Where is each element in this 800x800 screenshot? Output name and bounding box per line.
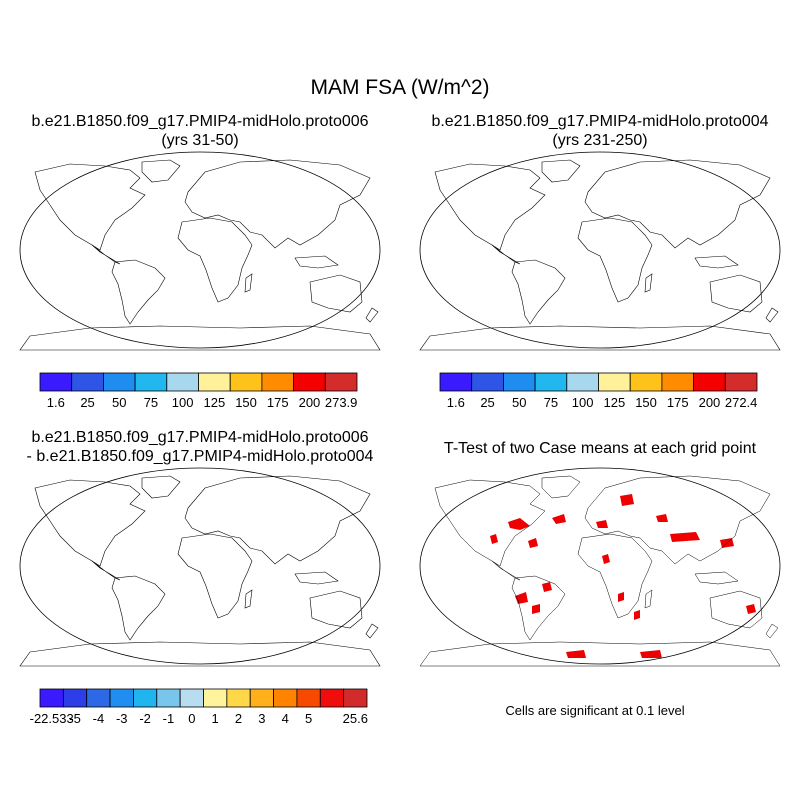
map-panel-ttest: [419, 467, 781, 667]
colorbar-diff-label: -2: [139, 711, 151, 726]
colorbar-case1-label: 125: [203, 395, 226, 410]
colorbar-case2-label: 1.6: [446, 395, 465, 410]
colorbar-case1: [39, 372, 358, 392]
colorbar-case1-swatch: [229, 372, 263, 392]
colorbar-diff-label: -22.533: [29, 711, 74, 726]
colorbar-case2-swatch: [693, 372, 726, 392]
map-panel-diff: [19, 466, 381, 672]
colorbar-diff-swatch: [62, 688, 88, 708]
panel-title-ttest-line1: T-Test of two Case means at each grid po…: [443, 440, 757, 457]
colorbar-diff-label: 5: [304, 711, 313, 726]
colorbar-case2-label: 100: [571, 395, 594, 410]
figure-title: MAM FSA (W/m^2): [310, 76, 490, 99]
colorbar-case2-label: 75: [543, 395, 559, 410]
colorbar-diff-swatch: [203, 688, 228, 708]
colorbar-case2-swatch: [439, 372, 473, 392]
colorbar-case2-swatch: [502, 372, 536, 392]
panel-title-diff-line1: b.e21.B1850.f09_g17.PMIP4-midHolo.proto0…: [31, 429, 369, 446]
colorbar-case2-label: 175: [666, 395, 689, 410]
colorbar-diff-swatch: [226, 688, 251, 708]
colorbar-case2: [439, 372, 758, 392]
colorbar-case2-label: 200: [698, 395, 721, 410]
colorbar-case1-swatch: [261, 372, 294, 392]
colorbar-diff-swatch: [249, 688, 274, 708]
colorbar-case2-label: 125: [603, 395, 626, 410]
colorbar-case1-swatch: [39, 372, 73, 392]
colorbar-case1-swatch: [134, 372, 168, 392]
colorbar-case2-swatch: [566, 372, 599, 392]
colorbar-case2-swatch: [534, 372, 568, 392]
colorbar-case1-label: 1.6: [46, 395, 65, 410]
colorbar-case2-label: 50: [512, 395, 527, 410]
colorbar-diff-swatch: [273, 688, 298, 708]
panel-title-ttest: T-Test of two Case means at each grid po…: [405, 439, 795, 458]
panel-title-case1-line2: (yrs 31-50): [161, 132, 239, 149]
colorbar-diff-label: 1: [211, 711, 219, 726]
colorbar-diff-swatch: [343, 688, 368, 708]
colorbar-diff-label: -1: [162, 711, 175, 726]
colorbar-case2-swatch: [724, 372, 758, 392]
colorbar-case2-label: 150: [635, 395, 657, 410]
map-panel-case2: [419, 150, 781, 356]
colorbar-diff-label: 25.6: [342, 711, 368, 726]
colorbar-diff-swatch: [133, 688, 158, 708]
colorbar-case1-label: 273.9: [324, 395, 358, 410]
panel-title-case2-line1: b.e21.B1850.f09_g17.PMIP4-midHolo.proto0…: [431, 113, 769, 130]
colorbar-case1-label: 50: [112, 395, 127, 410]
panel-title-case1-line1: b.e21.B1850.f09_g17.PMIP4-midHolo.proto0…: [31, 113, 369, 130]
panel-title-case2: b.e21.B1850.f09_g17.PMIP4-midHolo.proto0…: [405, 112, 795, 150]
panel-title-case1: b.e21.B1850.f09_g17.PMIP4-midHolo.proto0…: [5, 112, 395, 150]
colorbar-diff-label: -5: [69, 711, 81, 726]
colorbar-case1-swatch: [71, 372, 104, 392]
colorbar-diff-swatch: [39, 688, 64, 708]
colorbar-case2-swatch: [598, 372, 631, 392]
colorbar-case1-label: 75: [143, 395, 159, 410]
colorbar-diff-label: 0: [188, 711, 196, 726]
colorbar-case1-label: 175: [266, 395, 289, 410]
colorbar-case1-label: 200: [298, 395, 321, 410]
colorbar-case1-swatch: [293, 372, 326, 392]
colorbar-diff-swatch: [179, 688, 204, 708]
colorbar-diff-label: -4: [92, 711, 105, 726]
colorbar-case1-label: 25: [80, 395, 95, 410]
colorbar-diff-swatch: [109, 688, 134, 708]
colorbar-case2-label: 272.4: [724, 395, 758, 410]
colorbar-case2-swatch: [629, 372, 663, 392]
colorbar-case2-swatch: [471, 372, 504, 392]
map-panel-case1: [19, 150, 381, 356]
colorbar-diff-swatch: [86, 688, 111, 708]
colorbar-diff-label: 3: [258, 711, 266, 726]
colorbar-case1-swatch: [103, 372, 136, 392]
colorbar-diff-swatch: [156, 688, 181, 708]
colorbar-case1-swatch: [198, 372, 231, 392]
colorbar-case1-swatch: [324, 372, 358, 392]
colorbar-diff-swatch: [296, 688, 321, 708]
colorbar-case1-label: 150: [235, 395, 257, 410]
colorbar-diff: [39, 688, 368, 708]
colorbar-case2-label: 25: [480, 395, 495, 410]
colorbar-diff-label: 2: [234, 711, 243, 726]
panel-title-diff-line2: - b.e21.B1850.f09_g17.PMIP4-midHolo.prot…: [26, 448, 374, 465]
colorbar-case1-swatch: [166, 372, 199, 392]
significance-note: Cells are significant at 0.1 level: [505, 703, 685, 718]
colorbar-diff-label: 4: [281, 711, 289, 726]
colorbar-diff-label: -3: [115, 711, 128, 726]
colorbar-case1-label: 100: [171, 395, 194, 410]
panel-title-case2-line2: (yrs 231-250): [552, 132, 648, 149]
colorbar-diff-swatch: [319, 688, 345, 708]
panel-title-diff: b.e21.B1850.f09_g17.PMIP4-midHolo.proto0…: [5, 428, 395, 466]
colorbar-case2-swatch: [661, 372, 695, 392]
